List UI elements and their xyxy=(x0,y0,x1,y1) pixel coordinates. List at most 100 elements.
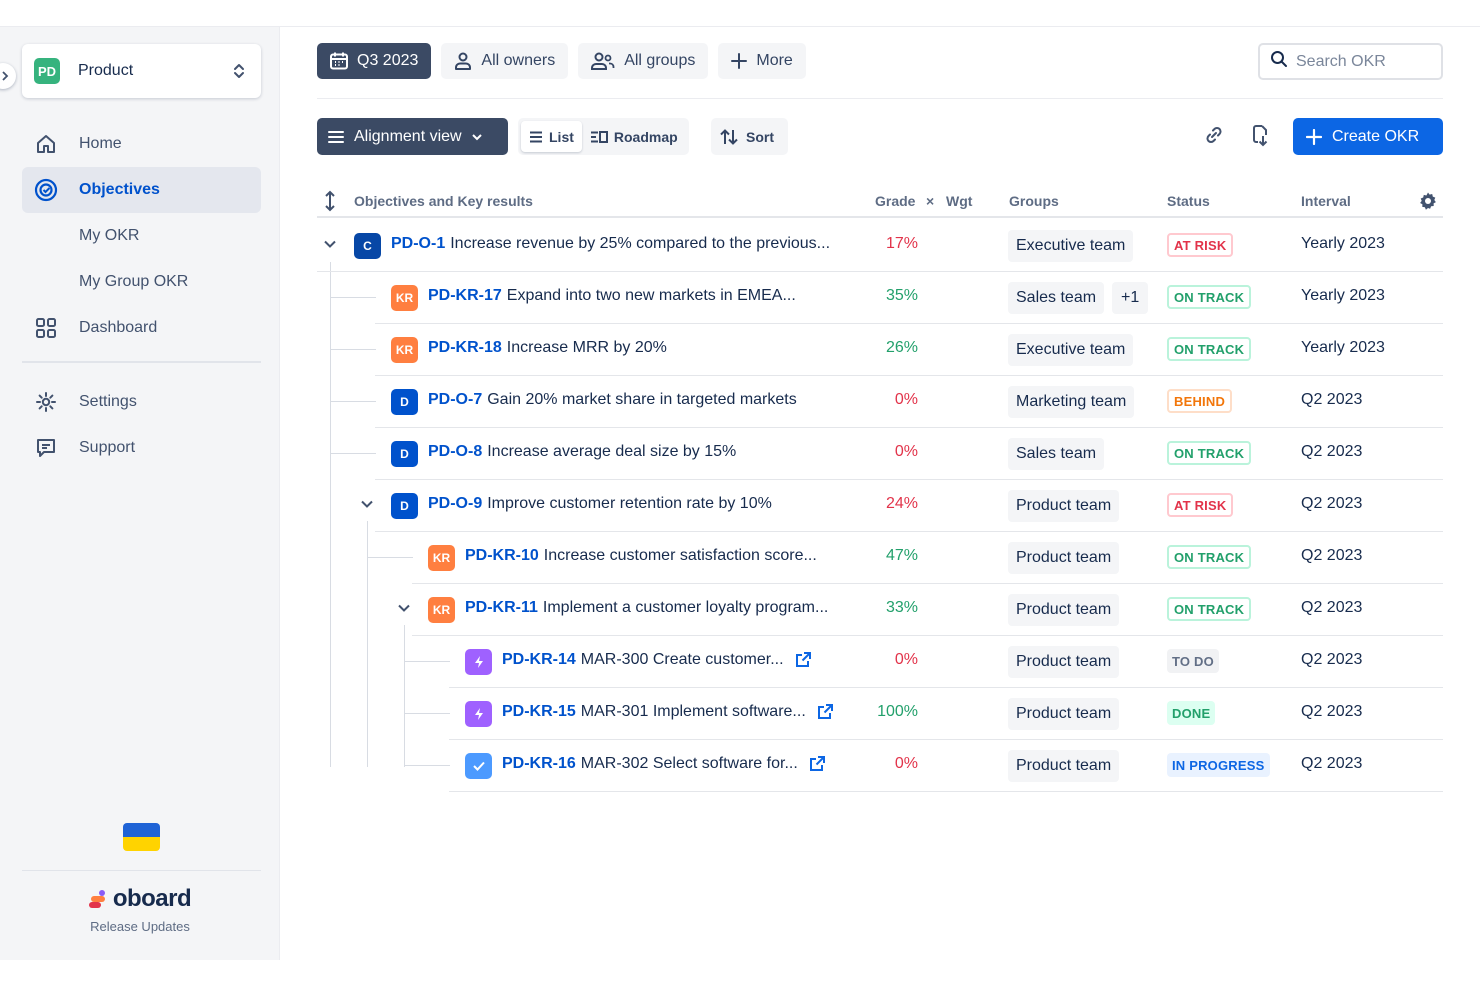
groups-filter[interactable]: All groups xyxy=(578,43,709,79)
grade-value[interactable]: 24% xyxy=(885,495,918,512)
list-view-button[interactable]: List xyxy=(521,121,582,152)
more-groups-chip[interactable]: +1 xyxy=(1112,282,1149,314)
group-chip[interactable]: Sales team xyxy=(1008,282,1105,314)
sidebar-collapse-button[interactable] xyxy=(0,63,16,89)
grade-value[interactable]: 26% xyxy=(885,339,918,356)
group-chip[interactable]: Product team xyxy=(1008,698,1120,730)
table-row[interactable]: D PD-O-9 Improve customer retention rate b… xyxy=(361,480,1443,532)
status-badge[interactable]: TO DO xyxy=(1167,649,1219,673)
create-okr-button[interactable]: Create OKR xyxy=(1293,118,1443,155)
status-badge[interactable]: IN PROGRESS xyxy=(1167,753,1270,777)
sidebar-item-dashboard[interactable]: Dashboard xyxy=(22,305,261,351)
status-badge[interactable]: DONE xyxy=(1167,701,1216,725)
okr-title[interactable]: PD-KR-10 Increase customer satisfaction s… xyxy=(465,547,817,565)
oboard-logo[interactable]: oboard xyxy=(88,885,192,913)
grade-value[interactable]: 33% xyxy=(885,599,918,616)
column-status[interactable]: Status xyxy=(1167,193,1210,209)
table-row[interactable]: KR PD-KR-17 Expand into two new markets in… xyxy=(375,272,1443,324)
column-groups[interactable]: Groups xyxy=(1009,193,1059,209)
okr-id[interactable]: PD-KR-17 xyxy=(428,287,502,304)
group-chip[interactable]: Sales team xyxy=(1008,438,1105,470)
okr-id[interactable]: PD-O-7 xyxy=(428,391,483,408)
export-button[interactable] xyxy=(1245,122,1275,152)
table-row[interactable]: PD-KR-15 MAR-301 Implement software... 100… xyxy=(449,688,1443,740)
group-chip[interactable]: Marketing team xyxy=(1008,386,1135,418)
grade-value[interactable]: 0% xyxy=(894,755,918,772)
sidebar-item-settings[interactable]: Settings xyxy=(22,379,261,425)
grade-value[interactable]: 35% xyxy=(885,287,918,304)
table-row[interactable]: D PD-O-8 Increase average deal size by 15%… xyxy=(375,428,1443,480)
sort-button[interactable]: Sort xyxy=(711,118,788,155)
status-badge[interactable]: ON TRACK xyxy=(1167,441,1252,465)
chevron-down-icon[interactable] xyxy=(360,497,374,511)
chevron-down-icon[interactable] xyxy=(397,601,411,615)
external-link-icon[interactable] xyxy=(816,703,834,721)
column-interval[interactable]: Interval xyxy=(1301,193,1351,209)
group-chip[interactable]: Product team xyxy=(1008,490,1120,522)
column-title[interactable]: Objectives and Key results xyxy=(354,193,533,209)
grade-value[interactable]: 0% xyxy=(894,391,918,408)
release-updates-link[interactable]: Release Updates xyxy=(90,919,190,934)
table-row[interactable]: C PD-O-1 Increase revenue by 25% compared … xyxy=(317,220,1443,272)
table-row[interactable]: PD-KR-16 MAR-302 Select software for... 0%… xyxy=(449,740,1443,792)
okr-title[interactable]: PD-KR-11 Implement a customer loyalty pro… xyxy=(465,599,828,617)
grade-value[interactable]: 47% xyxy=(885,547,918,564)
group-chip[interactable]: Executive team xyxy=(1008,334,1134,366)
okr-id[interactable]: PD-O-8 xyxy=(428,443,483,460)
chevron-down-icon[interactable] xyxy=(323,237,337,251)
okr-id[interactable]: PD-KR-16 xyxy=(502,755,576,772)
alignment-view-dropdown[interactable]: Alignment view xyxy=(317,118,508,155)
status-badge[interactable]: ON TRACK xyxy=(1167,337,1252,361)
column-weight[interactable]: Wgt xyxy=(946,193,973,209)
okr-id[interactable]: PD-KR-15 xyxy=(502,703,576,720)
group-chip[interactable]: Product team xyxy=(1008,646,1120,678)
okr-title[interactable]: PD-KR-16 MAR-302 Select software for... xyxy=(502,755,826,773)
period-filter[interactable]: Q3 2023 xyxy=(317,43,432,79)
okr-id[interactable]: PD-KR-18 xyxy=(428,339,502,356)
okr-title[interactable]: PD-O-1 Increase revenue by 25% compared t… xyxy=(391,235,830,253)
group-chip[interactable]: Product team xyxy=(1008,542,1120,574)
okr-title[interactable]: PD-KR-17 Expand into two new markets in E… xyxy=(428,287,796,305)
roadmap-view-button[interactable]: Roadmap xyxy=(582,121,686,152)
external-link-icon[interactable] xyxy=(808,755,826,773)
group-chip[interactable]: Product team xyxy=(1008,750,1120,782)
group-chip[interactable]: Executive team xyxy=(1008,230,1134,262)
status-badge[interactable]: BEHIND xyxy=(1167,389,1233,413)
okr-title[interactable]: PD-O-9 Improve customer retention rate by… xyxy=(428,495,772,513)
copy-link-button[interactable] xyxy=(1199,122,1229,152)
project-switcher[interactable]: PD Product xyxy=(22,44,261,98)
sidebar-item-my-group-okr[interactable]: My Group OKR xyxy=(22,259,261,305)
sidebar-item-support[interactable]: Support xyxy=(22,425,261,471)
status-badge[interactable]: AT RISK xyxy=(1167,493,1234,517)
table-settings-button[interactable] xyxy=(1418,191,1438,214)
okr-id[interactable]: PD-KR-11 xyxy=(465,599,538,616)
status-badge[interactable]: ON TRACK xyxy=(1167,545,1252,569)
okr-title[interactable]: PD-KR-14 MAR-300 Create customer... xyxy=(502,651,812,669)
grade-value[interactable]: 0% xyxy=(894,443,918,460)
expand-all-button[interactable] xyxy=(323,190,337,215)
sidebar-item-my-okr[interactable]: My OKR xyxy=(22,213,261,259)
status-badge[interactable]: AT RISK xyxy=(1167,233,1234,257)
table-row[interactable]: KR PD-KR-10 Increase customer satisfaction… xyxy=(412,532,1443,584)
search-box[interactable] xyxy=(1258,43,1443,80)
table-row[interactable]: D PD-O-7 Gain 20% market share in targeted… xyxy=(375,376,1443,428)
owners-filter[interactable]: All owners xyxy=(441,43,569,79)
okr-title[interactable]: PD-KR-18 Increase MRR by 20% xyxy=(428,339,667,357)
table-row[interactable]: KR PD-KR-11 Implement a customer loyalty p… xyxy=(398,584,1443,636)
okr-id[interactable]: PD-O-9 xyxy=(428,495,483,512)
okr-title[interactable]: PD-KR-15 MAR-301 Implement software... xyxy=(502,703,834,721)
sidebar-item-objectives[interactable]: Objectives xyxy=(22,167,261,213)
grade-value[interactable]: 0% xyxy=(894,651,918,668)
table-row[interactable]: KR PD-KR-18 Increase MRR by 20% 26% Executiv… xyxy=(375,324,1443,376)
okr-id[interactable]: PD-O-1 xyxy=(391,235,446,252)
status-badge[interactable]: ON TRACK xyxy=(1167,285,1252,309)
table-row[interactable]: PD-KR-14 MAR-300 Create customer... 0% Prod… xyxy=(449,636,1443,688)
okr-title[interactable]: PD-O-8 Increase average deal size by 15% xyxy=(428,443,736,461)
okr-title[interactable]: PD-O-7 Gain 20% market share in targeted … xyxy=(428,391,797,409)
external-link-icon[interactable] xyxy=(794,651,812,669)
search-input[interactable] xyxy=(1296,52,1436,71)
grade-value[interactable]: 100% xyxy=(877,703,918,720)
status-badge[interactable]: ON TRACK xyxy=(1167,597,1252,621)
more-filters-button[interactable]: More xyxy=(718,43,806,79)
column-grade[interactable]: Grade xyxy=(875,193,916,209)
